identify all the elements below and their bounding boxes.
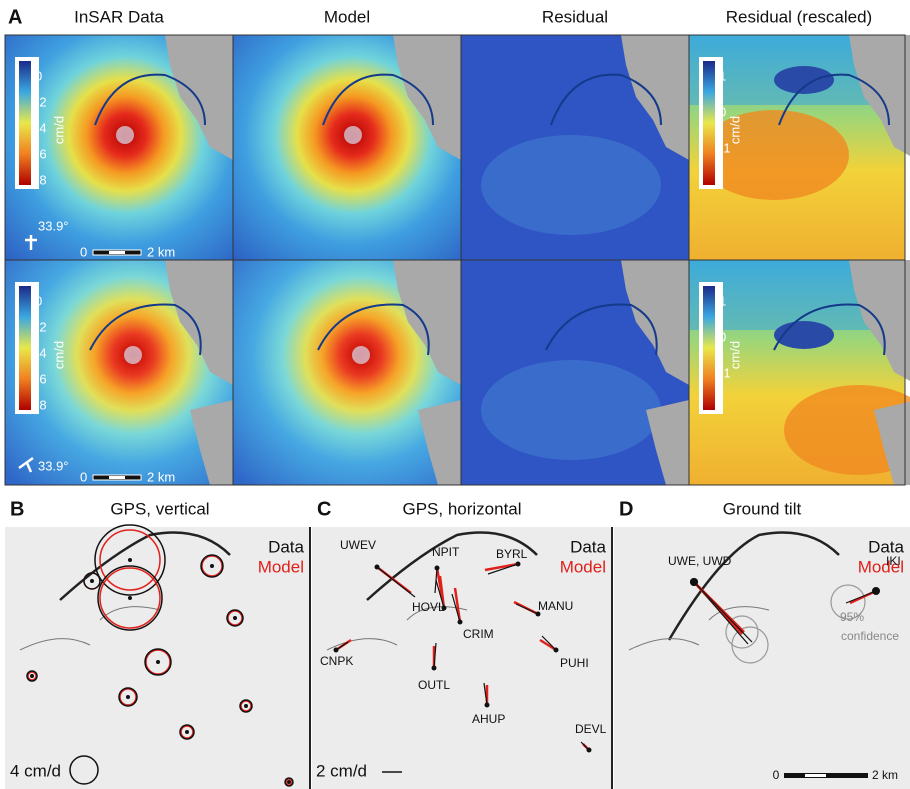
label: -8 xyxy=(35,397,47,412)
label: Residual xyxy=(542,7,608,26)
label: -6 xyxy=(35,146,47,161)
label: CRIM xyxy=(463,627,494,641)
label: GPS, vertical xyxy=(110,499,209,518)
station xyxy=(334,648,339,653)
label: 0 xyxy=(35,293,42,308)
label: -6 xyxy=(35,371,47,386)
label: CNPK xyxy=(320,654,353,668)
scale-bar-seg xyxy=(805,774,826,777)
label: 2 km xyxy=(147,244,175,259)
station xyxy=(287,780,291,784)
label: PUHI xyxy=(560,656,589,670)
station xyxy=(156,660,160,664)
label: C xyxy=(317,498,331,520)
label: -4 xyxy=(35,120,47,135)
label: 0 xyxy=(719,329,726,344)
label: 33.9° xyxy=(38,458,69,473)
label: HOVL xyxy=(412,600,445,614)
rescaled-blue xyxy=(774,66,834,94)
station xyxy=(375,565,380,570)
colorbar xyxy=(19,61,31,185)
label: BYRL xyxy=(496,547,528,561)
station xyxy=(485,703,490,708)
station xyxy=(30,674,34,678)
label: AHUP xyxy=(472,712,505,726)
residual-patch xyxy=(481,360,661,460)
label: 2 km xyxy=(147,469,175,484)
station xyxy=(587,748,592,753)
label: 0 xyxy=(719,104,726,119)
station xyxy=(244,704,248,708)
label: 95% xyxy=(840,610,864,624)
station xyxy=(435,566,440,571)
crater xyxy=(124,346,142,364)
colorbar-unit: cm/d xyxy=(727,116,742,144)
label: OUTL xyxy=(418,678,450,692)
crater xyxy=(352,346,370,364)
station xyxy=(554,648,559,653)
station xyxy=(516,562,521,567)
label: 2 km xyxy=(872,768,898,782)
label: MANU xyxy=(538,599,573,613)
map-panel xyxy=(461,35,689,260)
station xyxy=(128,558,132,562)
crater xyxy=(116,126,134,144)
label: Model xyxy=(324,7,370,26)
label: 4 cm/d xyxy=(10,761,61,780)
label: Model xyxy=(258,557,304,576)
map-panel xyxy=(233,260,461,485)
label: -4 xyxy=(35,345,47,360)
station xyxy=(458,620,463,625)
label: A xyxy=(8,6,22,28)
station xyxy=(690,578,698,586)
label: 1 xyxy=(719,293,726,308)
label: B xyxy=(10,498,24,520)
label: D xyxy=(619,498,633,520)
station xyxy=(126,695,130,699)
label: Ground tilt xyxy=(723,499,802,518)
colorbar-unit: cm/d xyxy=(727,341,742,369)
label: DEVL xyxy=(575,722,607,736)
label: Data xyxy=(570,537,606,556)
figure: 0-2-4-6-8cm/d33.9°02 km10-1cm/d0-2-4-6-8… xyxy=(0,0,910,789)
label: 1 xyxy=(719,68,726,83)
station xyxy=(872,587,880,595)
map-panel xyxy=(461,260,689,485)
label: -2 xyxy=(35,319,47,334)
label: Model xyxy=(560,557,606,576)
station xyxy=(128,596,132,600)
colorbar xyxy=(19,286,31,410)
label: Residual (rescaled) xyxy=(726,7,872,26)
scale-bar-seg xyxy=(109,476,125,479)
label: 0 xyxy=(80,244,87,259)
station xyxy=(432,666,437,671)
label: -8 xyxy=(35,172,47,187)
colorbar xyxy=(703,286,715,410)
label: 0 xyxy=(35,68,42,83)
label: UWEV xyxy=(340,538,376,552)
label: confidence xyxy=(841,629,899,643)
label: GPS, horizontal xyxy=(402,499,521,518)
colorbar xyxy=(703,61,715,185)
station xyxy=(90,579,94,583)
label: 0 xyxy=(80,469,87,484)
station xyxy=(233,616,237,620)
label: NPIT xyxy=(432,545,460,559)
colorbar-unit: cm/d xyxy=(51,341,66,369)
crater xyxy=(344,126,362,144)
residual-patch xyxy=(481,135,661,235)
colorbar-unit: cm/d xyxy=(51,116,66,144)
scale-bar-seg xyxy=(109,251,125,254)
station xyxy=(210,564,214,568)
map-panel xyxy=(233,35,461,260)
label: UWE, UWD xyxy=(668,554,732,568)
label: IKI xyxy=(886,554,901,568)
label: InSAR Data xyxy=(74,7,164,26)
station xyxy=(185,730,189,734)
label: 2 cm/d xyxy=(316,761,367,780)
label: 0 xyxy=(773,768,780,782)
label: Data xyxy=(268,537,304,556)
label: -2 xyxy=(35,94,47,109)
label: 33.9° xyxy=(38,218,69,233)
